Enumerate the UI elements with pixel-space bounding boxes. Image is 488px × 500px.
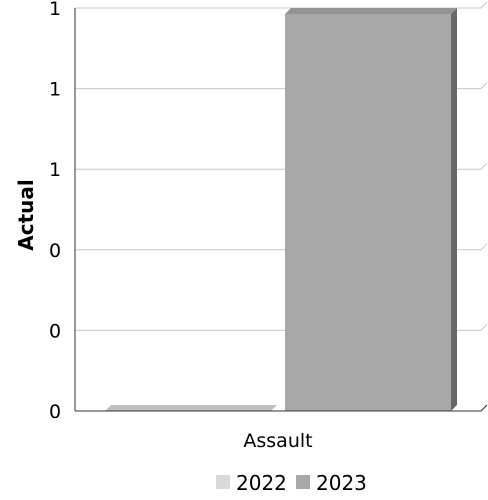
y-tick-label: 0 (49, 320, 61, 342)
legend-swatch-2022 (216, 475, 230, 489)
bar-side (451, 8, 457, 411)
gridline (75, 82, 488, 90)
gridline (75, 1, 488, 9)
bar-top (105, 405, 277, 411)
x-category-label: Assault (243, 430, 312, 452)
y-tick-label: 0 (49, 401, 61, 423)
gridline (75, 162, 488, 170)
legend-swatch-2023 (296, 475, 310, 489)
bar-2022 (105, 405, 277, 411)
bars (105, 8, 457, 411)
gridline (75, 243, 488, 251)
bar-top (285, 8, 457, 14)
x-category-labels: Assault (243, 430, 312, 452)
y-tick-label: 1 (49, 159, 61, 181)
y-axis-title: Actual (14, 179, 38, 250)
bar-front (285, 14, 451, 411)
x-axis-depth-line (480, 404, 488, 412)
y-tick-label: 1 (49, 0, 61, 20)
legend-label-2023: 2023 (316, 471, 367, 495)
axes (74, 8, 488, 412)
legend-label-2022: 2022 (236, 471, 287, 495)
y-tick-labels: 0 0 0 1 1 1 (49, 0, 61, 423)
legend: 2022 2023 (216, 471, 367, 495)
y-tick-label: 1 (49, 79, 61, 101)
gridline (75, 324, 488, 331)
y-tick-label: 0 (49, 240, 61, 262)
bar-2023 (285, 8, 457, 411)
